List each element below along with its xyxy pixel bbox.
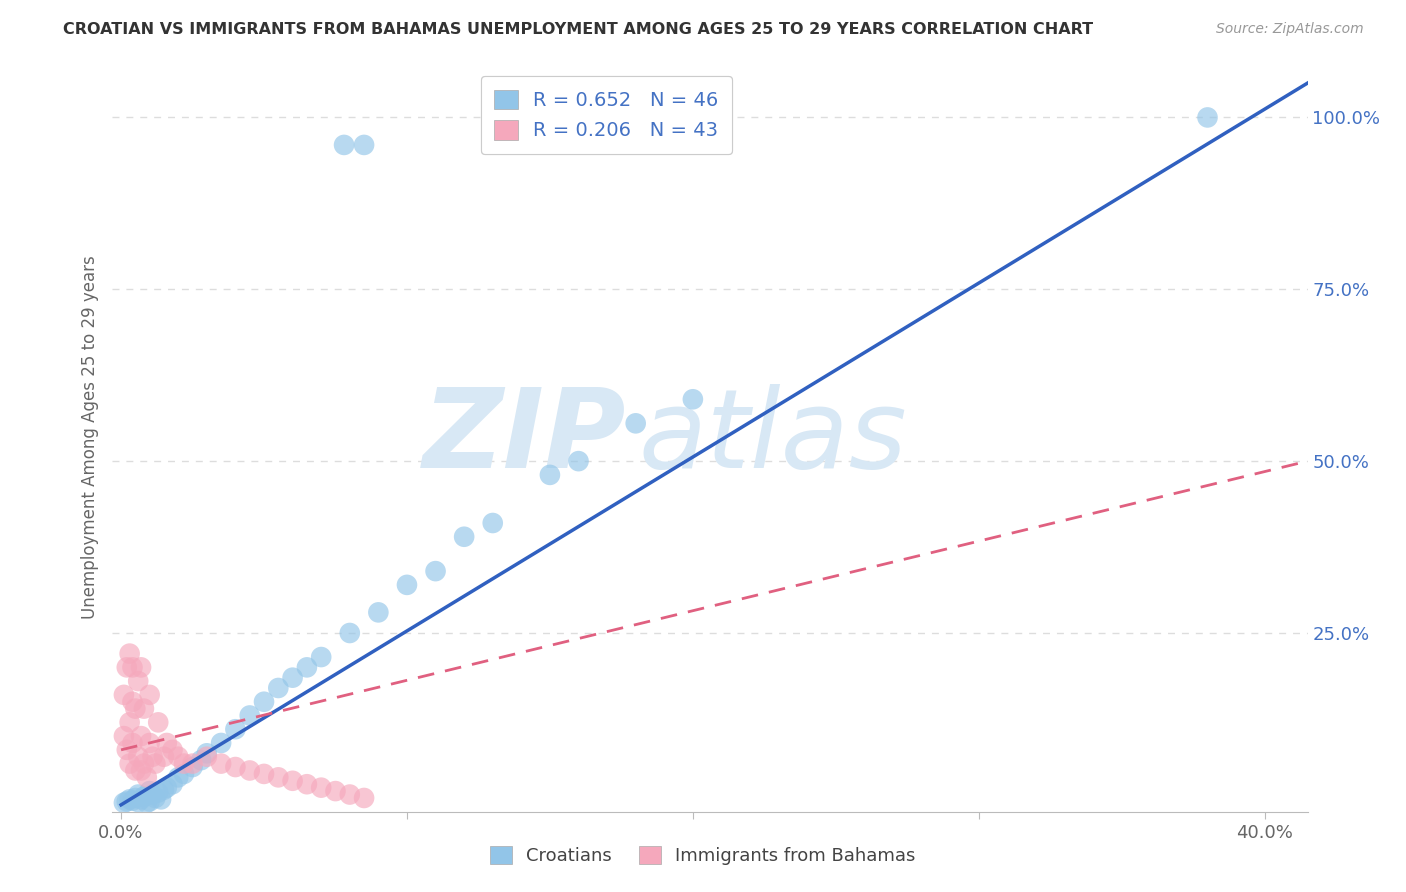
Point xyxy=(173,756,195,771)
Point xyxy=(195,749,218,764)
Point xyxy=(195,746,218,760)
Point xyxy=(153,782,176,797)
Point xyxy=(281,671,304,685)
Point xyxy=(567,454,589,468)
Point xyxy=(118,715,141,730)
Point xyxy=(115,794,138,808)
Text: Source: ZipAtlas.com: Source: ZipAtlas.com xyxy=(1216,22,1364,37)
Point xyxy=(1197,111,1219,125)
Point xyxy=(138,736,160,750)
Point xyxy=(239,708,262,723)
Point xyxy=(141,749,163,764)
Point xyxy=(112,796,135,810)
Point xyxy=(309,650,332,665)
Point xyxy=(295,777,318,791)
Point xyxy=(141,788,163,802)
Point xyxy=(150,792,173,806)
Point xyxy=(145,791,167,805)
Point xyxy=(121,794,143,808)
Point xyxy=(132,701,155,715)
Point xyxy=(167,749,190,764)
Point xyxy=(115,660,138,674)
Point xyxy=(167,770,190,784)
Point xyxy=(267,681,290,695)
Point xyxy=(127,788,149,802)
Point xyxy=(453,530,475,544)
Point xyxy=(121,660,143,674)
Point xyxy=(153,749,176,764)
Point xyxy=(124,764,146,778)
Text: CROATIAN VS IMMIGRANTS FROM BAHAMAS UNEMPLOYMENT AMONG AGES 25 TO 29 YEARS CORRE: CROATIAN VS IMMIGRANTS FROM BAHAMAS UNEM… xyxy=(63,22,1094,37)
Point xyxy=(138,784,160,798)
Point xyxy=(124,701,146,715)
Point xyxy=(190,753,212,767)
Point xyxy=(538,467,561,482)
Point xyxy=(181,760,204,774)
Point xyxy=(162,743,184,757)
Text: ZIP: ZIP xyxy=(423,384,627,491)
Point xyxy=(624,417,647,431)
Point xyxy=(118,647,141,661)
Point xyxy=(118,756,141,771)
Point xyxy=(138,794,160,808)
Point xyxy=(353,137,375,152)
Point xyxy=(127,749,149,764)
Point xyxy=(353,791,375,805)
Point xyxy=(239,764,262,778)
Point xyxy=(339,626,361,640)
Point xyxy=(181,756,204,771)
Point xyxy=(224,760,246,774)
Point xyxy=(156,780,179,795)
Point xyxy=(121,736,143,750)
Point xyxy=(132,789,155,804)
Point xyxy=(253,695,276,709)
Point xyxy=(127,674,149,689)
Point xyxy=(162,777,184,791)
Point xyxy=(253,767,276,781)
Point xyxy=(395,578,418,592)
Point xyxy=(124,791,146,805)
Point xyxy=(145,756,167,771)
Point xyxy=(118,792,141,806)
Point xyxy=(115,743,138,757)
Point xyxy=(295,660,318,674)
Point xyxy=(112,729,135,743)
Point xyxy=(129,764,152,778)
Point xyxy=(132,756,155,771)
Point xyxy=(209,736,232,750)
Point xyxy=(281,773,304,788)
Point xyxy=(129,660,152,674)
Point xyxy=(339,788,361,802)
Point xyxy=(156,736,179,750)
Point xyxy=(148,715,170,730)
Point xyxy=(309,780,332,795)
Point xyxy=(224,723,246,737)
Point xyxy=(138,688,160,702)
Legend: Croatians, Immigrants from Bahamas: Croatians, Immigrants from Bahamas xyxy=(481,837,925,874)
Point xyxy=(209,756,232,771)
Point xyxy=(682,392,704,407)
Point xyxy=(112,688,135,702)
Point xyxy=(129,792,152,806)
Point xyxy=(121,695,143,709)
Point xyxy=(129,729,152,743)
Legend: R = 0.652   N = 46, R = 0.206   N = 43: R = 0.652 N = 46, R = 0.206 N = 43 xyxy=(481,76,733,154)
Point xyxy=(135,770,157,784)
Y-axis label: Unemployment Among Ages 25 to 29 years: Unemployment Among Ages 25 to 29 years xyxy=(80,255,98,619)
Point xyxy=(481,516,503,530)
Point xyxy=(333,137,356,152)
Point xyxy=(148,785,170,799)
Point xyxy=(173,767,195,781)
Point xyxy=(267,770,290,784)
Point xyxy=(127,795,149,809)
Text: atlas: atlas xyxy=(638,384,907,491)
Point xyxy=(325,784,347,798)
Point xyxy=(367,606,389,620)
Point xyxy=(425,564,447,578)
Point xyxy=(135,796,157,810)
